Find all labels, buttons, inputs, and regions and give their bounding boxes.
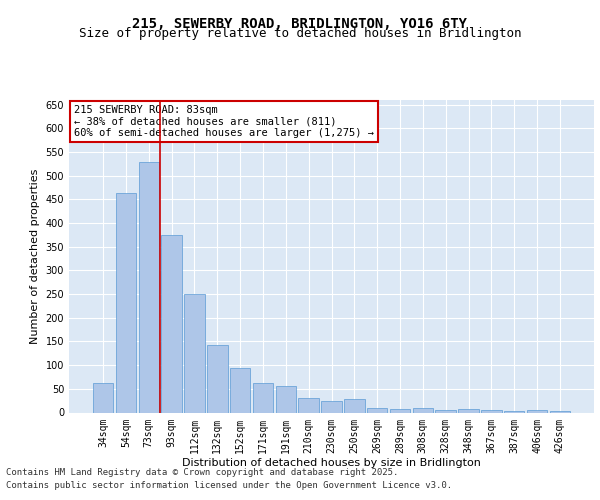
Text: Size of property relative to detached houses in Bridlington: Size of property relative to detached ho… bbox=[79, 28, 521, 40]
Bar bbox=[481, 410, 502, 412]
Bar bbox=[458, 409, 479, 412]
Bar bbox=[139, 162, 159, 412]
Text: Contains HM Land Registry data © Crown copyright and database right 2025.: Contains HM Land Registry data © Crown c… bbox=[6, 468, 398, 477]
Text: Contains public sector information licensed under the Open Government Licence v3: Contains public sector information licen… bbox=[6, 480, 452, 490]
Bar bbox=[550, 410, 570, 412]
X-axis label: Distribution of detached houses by size in Bridlington: Distribution of detached houses by size … bbox=[182, 458, 481, 468]
Bar bbox=[298, 398, 319, 412]
Bar bbox=[436, 410, 456, 412]
Bar bbox=[275, 386, 296, 412]
Y-axis label: Number of detached properties: Number of detached properties bbox=[30, 168, 40, 344]
Bar bbox=[161, 235, 182, 412]
Bar bbox=[344, 399, 365, 412]
Bar bbox=[230, 368, 250, 412]
Bar bbox=[504, 410, 524, 412]
Text: 215 SEWERBY ROAD: 83sqm
← 38% of detached houses are smaller (811)
60% of semi-d: 215 SEWERBY ROAD: 83sqm ← 38% of detache… bbox=[74, 104, 374, 138]
Bar bbox=[116, 194, 136, 412]
Bar bbox=[527, 410, 547, 412]
Bar bbox=[184, 294, 205, 412]
Text: 215, SEWERBY ROAD, BRIDLINGTON, YO16 6TY: 215, SEWERBY ROAD, BRIDLINGTON, YO16 6TY bbox=[133, 18, 467, 32]
Bar bbox=[413, 408, 433, 412]
Bar bbox=[253, 382, 273, 412]
Bar bbox=[367, 408, 388, 412]
Bar bbox=[93, 382, 113, 412]
Bar bbox=[207, 345, 227, 412]
Bar bbox=[390, 408, 410, 412]
Bar bbox=[321, 400, 342, 412]
